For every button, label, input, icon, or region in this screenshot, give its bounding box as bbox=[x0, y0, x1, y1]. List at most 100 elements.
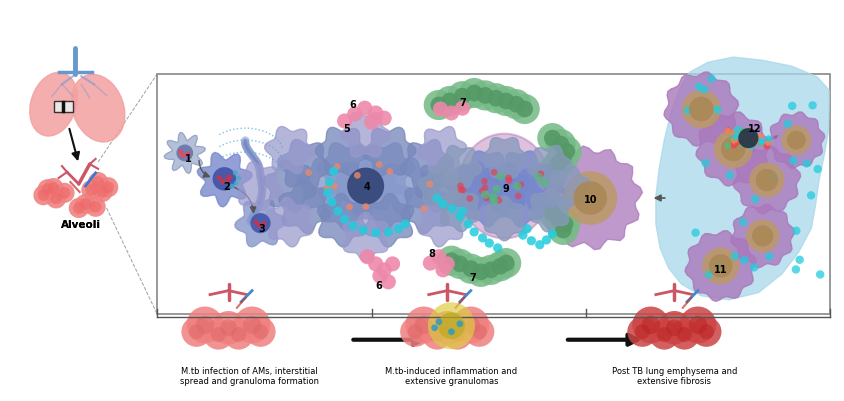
Ellipse shape bbox=[47, 183, 59, 194]
Ellipse shape bbox=[262, 222, 267, 227]
Ellipse shape bbox=[558, 144, 575, 160]
Ellipse shape bbox=[485, 251, 516, 282]
Ellipse shape bbox=[782, 126, 811, 156]
Ellipse shape bbox=[455, 101, 470, 116]
Ellipse shape bbox=[551, 137, 582, 167]
Ellipse shape bbox=[632, 307, 669, 344]
Polygon shape bbox=[402, 181, 452, 234]
Polygon shape bbox=[696, 113, 771, 187]
Ellipse shape bbox=[329, 167, 338, 176]
Ellipse shape bbox=[306, 170, 312, 176]
Ellipse shape bbox=[731, 142, 738, 149]
Ellipse shape bbox=[669, 320, 700, 350]
Polygon shape bbox=[336, 157, 396, 217]
Ellipse shape bbox=[359, 226, 368, 235]
Polygon shape bbox=[266, 198, 313, 247]
FancyBboxPatch shape bbox=[157, 75, 830, 314]
Text: Alveoli: Alveoli bbox=[62, 219, 101, 229]
Ellipse shape bbox=[517, 101, 533, 118]
Ellipse shape bbox=[764, 144, 771, 150]
Ellipse shape bbox=[333, 164, 340, 170]
Text: 6: 6 bbox=[375, 280, 381, 290]
Ellipse shape bbox=[439, 320, 456, 336]
Ellipse shape bbox=[666, 320, 683, 336]
Polygon shape bbox=[463, 152, 511, 196]
Ellipse shape bbox=[176, 145, 193, 162]
Ellipse shape bbox=[376, 111, 392, 126]
Ellipse shape bbox=[400, 317, 430, 347]
Ellipse shape bbox=[189, 324, 204, 339]
Ellipse shape bbox=[211, 327, 226, 342]
Ellipse shape bbox=[556, 216, 573, 233]
Ellipse shape bbox=[430, 327, 445, 342]
Ellipse shape bbox=[549, 215, 578, 245]
Ellipse shape bbox=[758, 138, 765, 145]
Ellipse shape bbox=[739, 128, 746, 135]
Ellipse shape bbox=[89, 201, 101, 213]
Ellipse shape bbox=[689, 316, 707, 334]
Ellipse shape bbox=[54, 183, 74, 203]
Ellipse shape bbox=[426, 181, 433, 188]
Ellipse shape bbox=[682, 90, 721, 129]
Text: M.tb-induced inflammation and
extensive granulomas: M.tb-induced inflammation and extensive … bbox=[386, 366, 517, 385]
Ellipse shape bbox=[492, 258, 509, 275]
Ellipse shape bbox=[501, 90, 532, 120]
Text: Alveoli: Alveoli bbox=[62, 219, 101, 229]
Ellipse shape bbox=[701, 86, 709, 94]
Polygon shape bbox=[419, 198, 465, 247]
Ellipse shape bbox=[459, 79, 490, 109]
Ellipse shape bbox=[491, 87, 522, 117]
Polygon shape bbox=[479, 163, 530, 214]
Ellipse shape bbox=[457, 321, 463, 327]
Ellipse shape bbox=[381, 275, 396, 290]
Polygon shape bbox=[482, 138, 527, 178]
Ellipse shape bbox=[750, 263, 759, 272]
Ellipse shape bbox=[493, 244, 502, 253]
Ellipse shape bbox=[766, 136, 772, 143]
Ellipse shape bbox=[518, 231, 528, 240]
Ellipse shape bbox=[458, 134, 550, 239]
Polygon shape bbox=[400, 140, 454, 191]
Ellipse shape bbox=[724, 143, 731, 150]
Polygon shape bbox=[278, 140, 331, 191]
Text: 8: 8 bbox=[429, 248, 436, 258]
Ellipse shape bbox=[522, 225, 532, 234]
Ellipse shape bbox=[477, 88, 494, 105]
Text: 10: 10 bbox=[583, 195, 597, 205]
Ellipse shape bbox=[444, 106, 459, 121]
Ellipse shape bbox=[354, 172, 360, 179]
Ellipse shape bbox=[253, 324, 268, 339]
Ellipse shape bbox=[492, 185, 500, 194]
Ellipse shape bbox=[470, 81, 500, 111]
Ellipse shape bbox=[783, 120, 792, 129]
Ellipse shape bbox=[466, 257, 496, 287]
Ellipse shape bbox=[463, 220, 473, 229]
Ellipse shape bbox=[371, 229, 381, 238]
Polygon shape bbox=[279, 181, 330, 234]
Ellipse shape bbox=[738, 129, 759, 149]
Polygon shape bbox=[417, 127, 467, 174]
Ellipse shape bbox=[807, 192, 815, 200]
Ellipse shape bbox=[549, 211, 566, 228]
Polygon shape bbox=[359, 174, 413, 232]
Ellipse shape bbox=[481, 178, 488, 185]
Ellipse shape bbox=[691, 317, 722, 347]
Ellipse shape bbox=[573, 182, 607, 215]
Ellipse shape bbox=[714, 263, 722, 271]
Ellipse shape bbox=[456, 254, 486, 284]
Ellipse shape bbox=[527, 237, 536, 246]
Ellipse shape bbox=[430, 311, 464, 344]
Ellipse shape bbox=[691, 229, 700, 237]
Text: 4: 4 bbox=[364, 182, 371, 192]
Polygon shape bbox=[235, 200, 286, 247]
Ellipse shape bbox=[362, 204, 369, 211]
Ellipse shape bbox=[627, 317, 657, 347]
Ellipse shape bbox=[724, 128, 731, 135]
Ellipse shape bbox=[544, 205, 573, 235]
Ellipse shape bbox=[510, 95, 540, 125]
Ellipse shape bbox=[460, 187, 466, 194]
Ellipse shape bbox=[483, 195, 490, 202]
Ellipse shape bbox=[729, 136, 736, 142]
Ellipse shape bbox=[203, 320, 234, 350]
Ellipse shape bbox=[544, 130, 560, 147]
